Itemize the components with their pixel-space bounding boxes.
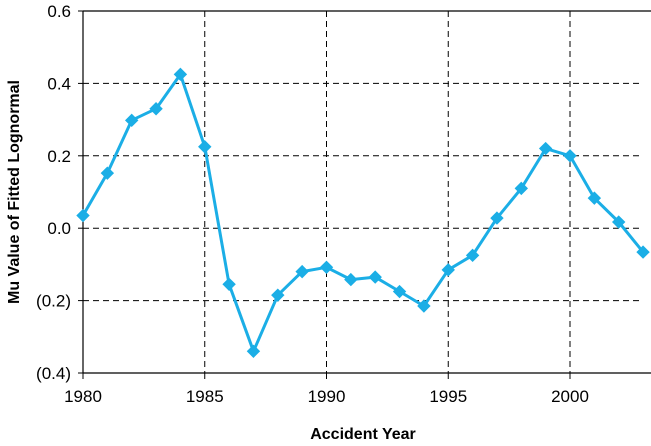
data-point [611, 215, 626, 229]
y-tick-label: 0.6 [47, 2, 71, 21]
data-point [417, 299, 431, 313]
data-point [100, 166, 115, 180]
data-point [149, 102, 163, 116]
y-tick-label: (0.2) [36, 292, 71, 311]
data-point [538, 141, 553, 156]
data-markers [76, 67, 650, 358]
x-tick-label: 1995 [429, 387, 467, 406]
data-point [392, 284, 407, 299]
data-point [636, 245, 650, 259]
data-point [173, 67, 188, 82]
x-tick-label: 1980 [64, 387, 102, 406]
y-tick-label: 0.2 [47, 147, 71, 166]
x-tick-label: 2000 [551, 387, 589, 406]
data-point [490, 211, 504, 225]
data-point [271, 288, 285, 302]
y-tick-label: (0.4) [36, 364, 71, 383]
data-point [222, 277, 236, 292]
y-tick-label: 0.4 [47, 74, 71, 93]
x-axis-title: Accident Year [310, 426, 416, 441]
data-point [295, 264, 309, 279]
grid-lines [83, 11, 643, 373]
data-point [441, 263, 455, 277]
data-point [246, 344, 261, 358]
data-point [76, 208, 90, 223]
y-axis-tick-labels: 0.6 0.4 0.2 0.0 (0.2) (0.4) [36, 2, 71, 383]
data-point [514, 181, 529, 196]
x-tick-label: 1985 [186, 387, 224, 406]
x-axis-tick-labels: 1980 1985 1990 1995 2000 [64, 387, 589, 406]
plot-frame [78, 10, 651, 379]
y-tick-label: 0.0 [47, 219, 71, 238]
data-point [563, 149, 577, 163]
data-point [198, 140, 212, 154]
series-mu-value [81, 72, 645, 353]
x-tick-label: 1990 [308, 387, 346, 406]
data-point [319, 260, 334, 275]
data-point [587, 191, 602, 205]
series-line [81, 72, 645, 353]
data-point [344, 272, 358, 287]
y-axis-title: Mu Value of Fitted Lognormal [6, 80, 23, 304]
data-point [368, 270, 382, 284]
data-point [465, 248, 480, 263]
data-point [124, 113, 139, 128]
